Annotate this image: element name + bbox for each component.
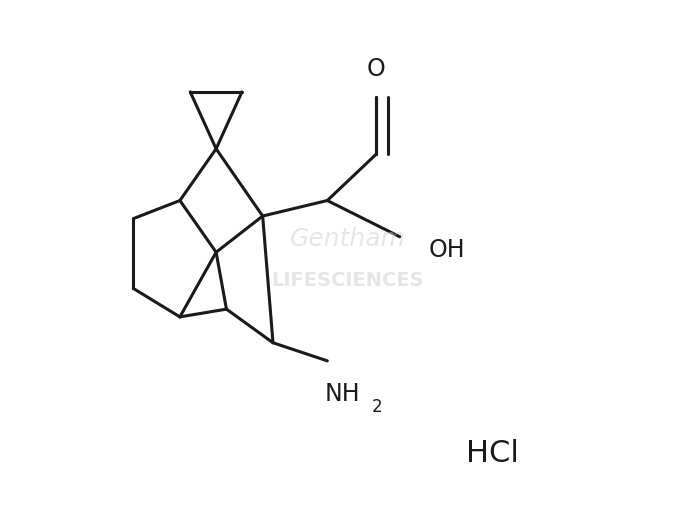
Text: NH: NH <box>325 383 361 407</box>
Text: OH: OH <box>428 238 465 262</box>
Text: O: O <box>367 57 386 81</box>
Text: 2: 2 <box>371 398 382 417</box>
Text: LIFESCIENCES: LIFESCIENCES <box>271 271 425 290</box>
Text: Gentham: Gentham <box>290 227 406 251</box>
Text: HCl: HCl <box>466 439 519 469</box>
